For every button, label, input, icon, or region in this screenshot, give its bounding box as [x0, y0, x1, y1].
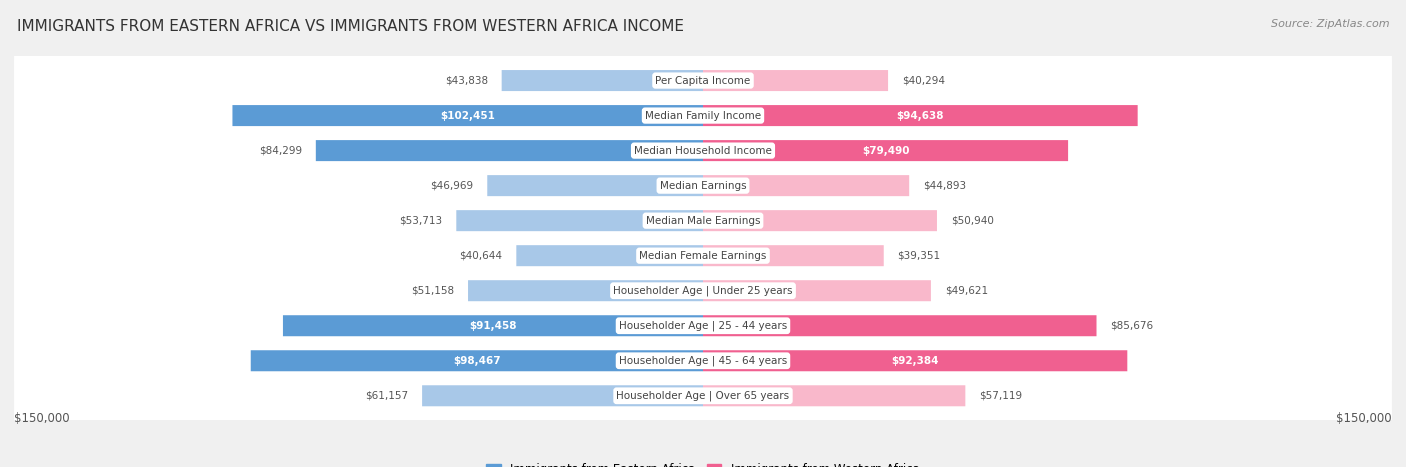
Text: $39,351: $39,351 [897, 251, 941, 261]
FancyBboxPatch shape [516, 245, 703, 266]
Text: Householder Age | 25 - 44 years: Householder Age | 25 - 44 years [619, 320, 787, 331]
FancyBboxPatch shape [250, 350, 703, 371]
FancyBboxPatch shape [14, 311, 1392, 340]
FancyBboxPatch shape [14, 60, 1392, 171]
FancyBboxPatch shape [703, 245, 884, 266]
Text: $98,467: $98,467 [453, 356, 501, 366]
FancyBboxPatch shape [232, 105, 703, 126]
FancyBboxPatch shape [703, 210, 936, 231]
Text: $53,713: $53,713 [399, 216, 443, 226]
Text: Median Male Earnings: Median Male Earnings [645, 216, 761, 226]
FancyBboxPatch shape [14, 130, 1392, 241]
Text: $61,157: $61,157 [366, 391, 408, 401]
Text: $102,451: $102,451 [440, 111, 495, 120]
FancyBboxPatch shape [14, 165, 1392, 276]
Text: Source: ZipAtlas.com: Source: ZipAtlas.com [1271, 19, 1389, 28]
Text: $40,644: $40,644 [460, 251, 502, 261]
FancyBboxPatch shape [316, 140, 703, 161]
FancyBboxPatch shape [14, 381, 1392, 410]
FancyBboxPatch shape [14, 241, 1392, 270]
Text: Per Capita Income: Per Capita Income [655, 76, 751, 85]
Text: $51,158: $51,158 [411, 286, 454, 296]
FancyBboxPatch shape [14, 305, 1392, 416]
FancyBboxPatch shape [703, 350, 1128, 371]
FancyBboxPatch shape [488, 175, 703, 196]
Text: $92,384: $92,384 [891, 356, 939, 366]
FancyBboxPatch shape [14, 235, 1392, 346]
Text: $49,621: $49,621 [945, 286, 988, 296]
FancyBboxPatch shape [468, 280, 703, 301]
FancyBboxPatch shape [14, 171, 1392, 200]
FancyBboxPatch shape [14, 270, 1392, 381]
Legend: Immigrants from Eastern Africa, Immigrants from Western Africa: Immigrants from Eastern Africa, Immigran… [486, 463, 920, 467]
FancyBboxPatch shape [457, 210, 703, 231]
Text: $150,000: $150,000 [14, 412, 70, 425]
FancyBboxPatch shape [14, 66, 1392, 95]
FancyBboxPatch shape [14, 101, 1392, 130]
FancyBboxPatch shape [703, 315, 1097, 336]
Text: $44,893: $44,893 [922, 181, 966, 191]
FancyBboxPatch shape [14, 276, 1392, 305]
FancyBboxPatch shape [14, 95, 1392, 206]
FancyBboxPatch shape [703, 140, 1069, 161]
Text: IMMIGRANTS FROM EASTERN AFRICA VS IMMIGRANTS FROM WESTERN AFRICA INCOME: IMMIGRANTS FROM EASTERN AFRICA VS IMMIGR… [17, 19, 683, 34]
FancyBboxPatch shape [422, 385, 703, 406]
Text: Householder Age | Over 65 years: Householder Age | Over 65 years [616, 390, 790, 401]
FancyBboxPatch shape [14, 340, 1392, 451]
FancyBboxPatch shape [14, 346, 1392, 375]
Text: $40,294: $40,294 [901, 76, 945, 85]
Text: $150,000: $150,000 [1336, 412, 1392, 425]
Text: Median Earnings: Median Earnings [659, 181, 747, 191]
FancyBboxPatch shape [703, 280, 931, 301]
Text: Householder Age | 45 - 64 years: Householder Age | 45 - 64 years [619, 355, 787, 366]
Text: $91,458: $91,458 [470, 321, 517, 331]
Text: $57,119: $57,119 [979, 391, 1022, 401]
Text: Median Household Income: Median Household Income [634, 146, 772, 156]
Text: Householder Age | Under 25 years: Householder Age | Under 25 years [613, 285, 793, 296]
FancyBboxPatch shape [703, 385, 966, 406]
Text: $94,638: $94,638 [897, 111, 943, 120]
Text: $84,299: $84,299 [259, 146, 302, 156]
Text: Median Family Income: Median Family Income [645, 111, 761, 120]
FancyBboxPatch shape [14, 200, 1392, 311]
FancyBboxPatch shape [703, 105, 1137, 126]
FancyBboxPatch shape [283, 315, 703, 336]
Text: $85,676: $85,676 [1111, 321, 1153, 331]
Text: $50,940: $50,940 [950, 216, 994, 226]
Text: Median Female Earnings: Median Female Earnings [640, 251, 766, 261]
Text: $79,490: $79,490 [862, 146, 910, 156]
FancyBboxPatch shape [703, 70, 889, 91]
FancyBboxPatch shape [14, 25, 1392, 136]
Text: $43,838: $43,838 [444, 76, 488, 85]
FancyBboxPatch shape [14, 136, 1392, 165]
Text: $46,969: $46,969 [430, 181, 474, 191]
FancyBboxPatch shape [14, 206, 1392, 235]
FancyBboxPatch shape [502, 70, 703, 91]
FancyBboxPatch shape [703, 175, 910, 196]
